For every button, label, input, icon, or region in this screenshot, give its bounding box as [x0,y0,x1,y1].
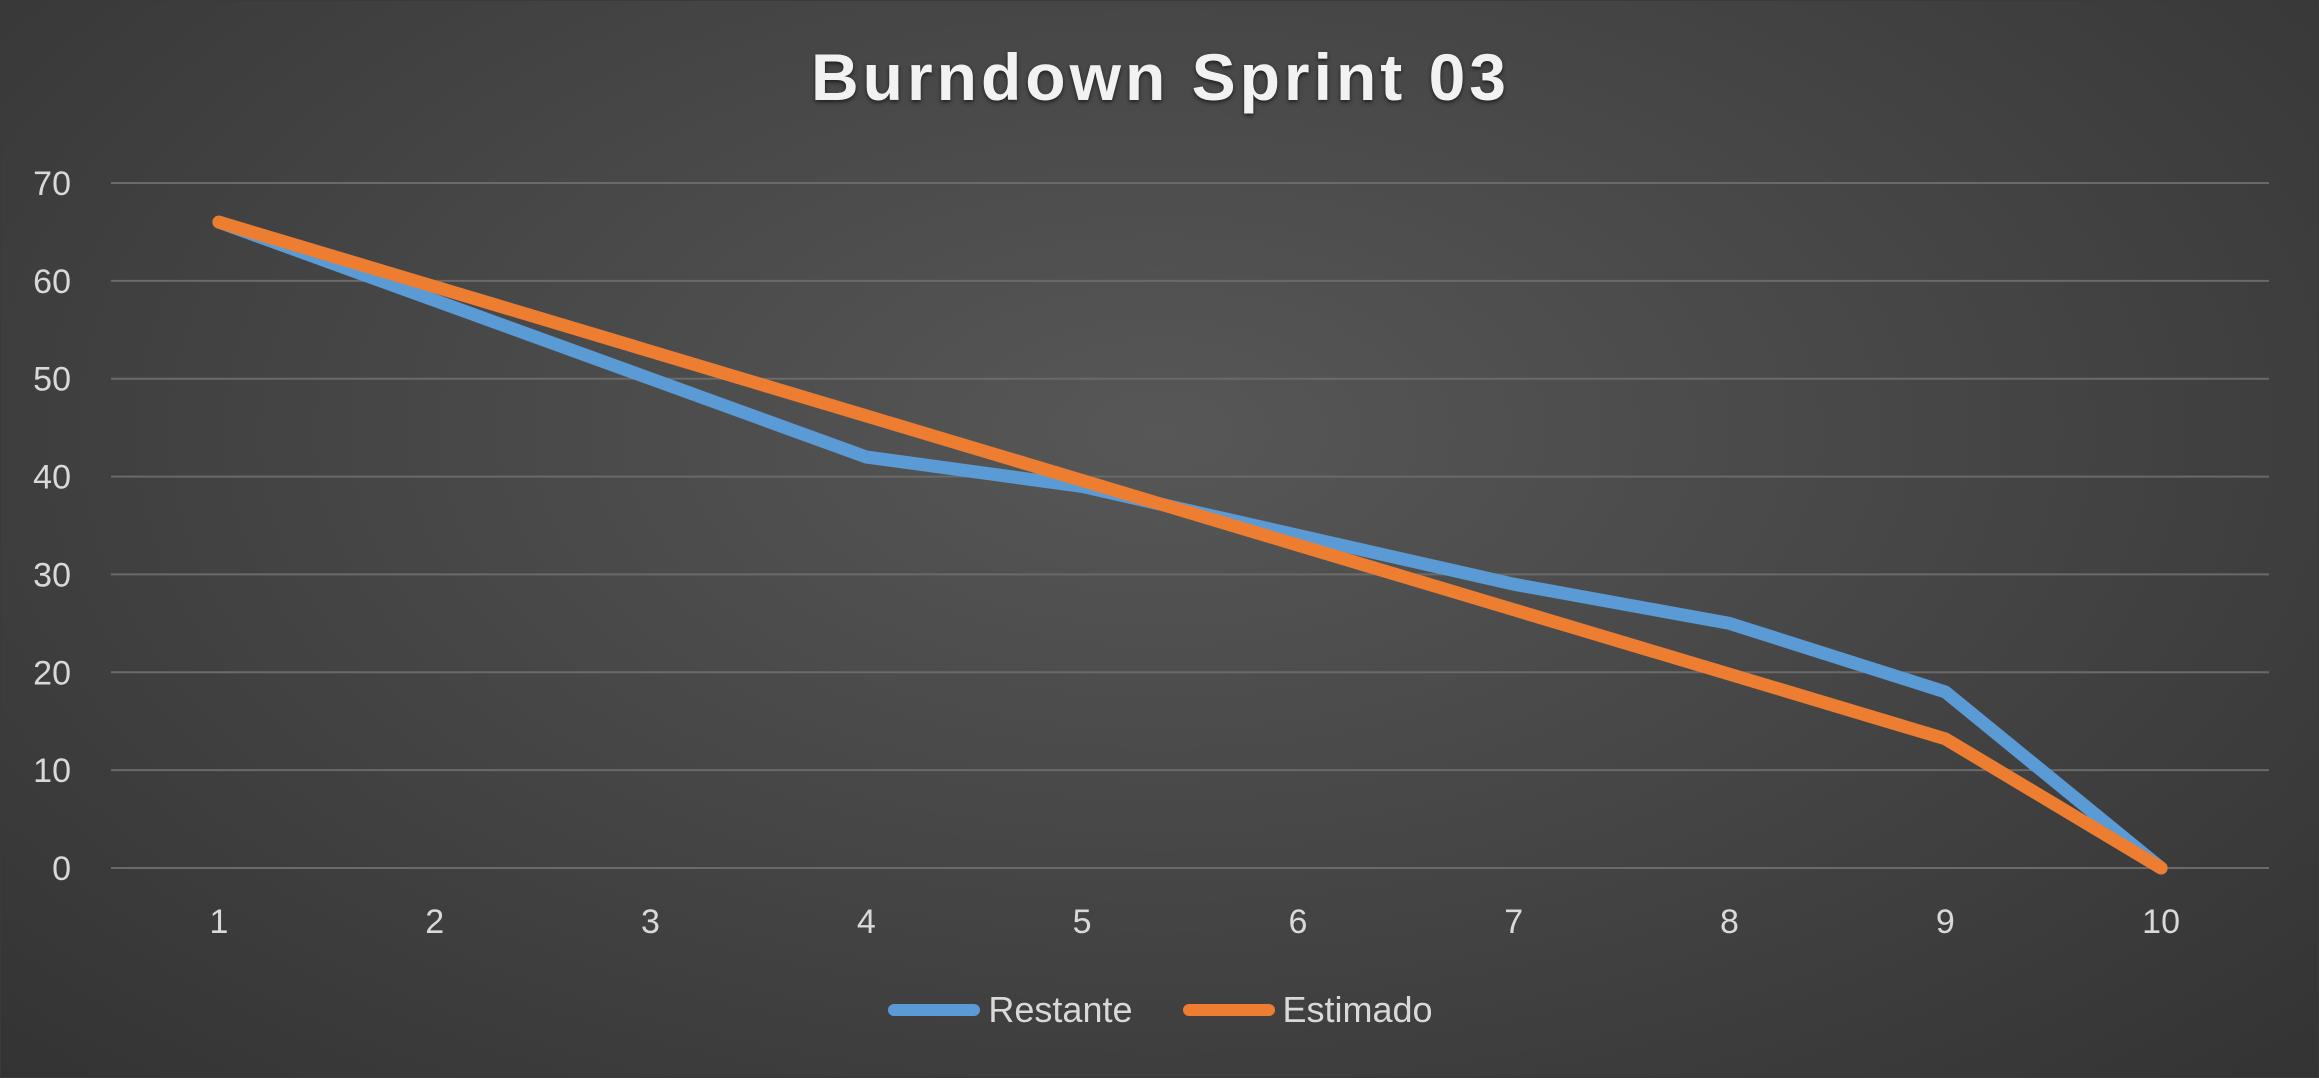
legend-label-estimado: Estimado [1282,989,1433,1030]
x-tick-label: 5 [1073,903,1092,941]
legend-item-restante: Restante [888,989,1133,1031]
y-tick-label: 20 [33,654,71,692]
legend-swatch-restante [888,1004,981,1016]
legend-item-estimado: Estimado [1182,989,1433,1031]
y-tick-label: 10 [33,752,71,790]
y-tick-label: 60 [33,263,71,301]
x-tick-label: 1 [209,903,228,941]
chart-title: Burndown Sprint 03 [811,40,1510,114]
legend-label-restante: Restante [988,989,1133,1030]
x-tick-label: 3 [641,903,660,941]
x-tick-label: 8 [1720,903,1739,941]
series-line-estimado [212,215,2168,875]
x-tick-label: 6 [1288,903,1307,941]
x-tick-label: 7 [1504,903,1523,941]
y-tick-label: 0 [52,850,71,888]
y-tick-label: 50 [33,361,71,399]
x-tick-label: 2 [425,903,444,941]
x-tick-label: 9 [1936,903,1955,941]
legend: Restante Estimado [1,989,2319,1031]
legend-swatch-estimado [1182,1004,1275,1016]
x-tick-label: 10 [2142,903,2180,941]
y-tick-label: 40 [33,459,71,497]
x-tick-label: 4 [857,903,876,941]
y-tick-label: 70 [33,165,71,203]
y-tick-label: 30 [33,556,71,594]
